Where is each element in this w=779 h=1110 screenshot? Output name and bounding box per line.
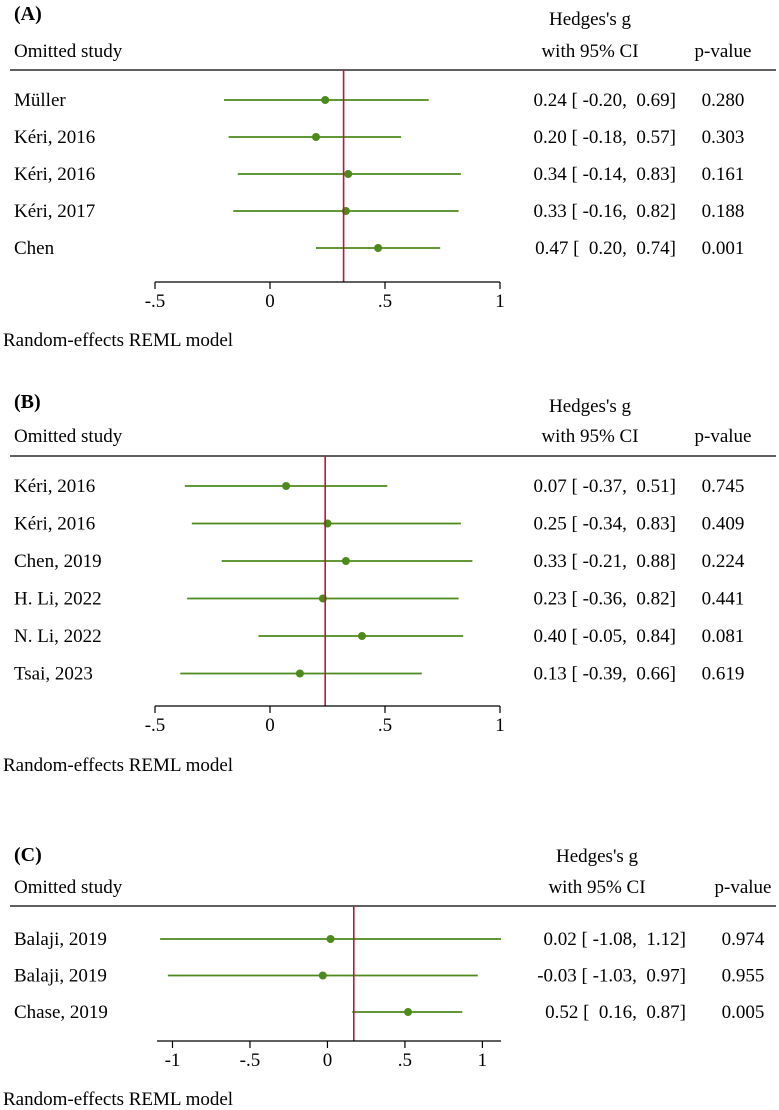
panel-c-row-1-pvalue: 0.955 [722,966,765,987]
panel-c-row-2-study: Chase, 2019 [14,1002,108,1023]
panel-b-row-0-study: Kéri, 2016 [14,476,95,497]
panel-c-row-2-ci-text: 0.52 [ 0.16, 0.87] [545,1002,686,1023]
panel-b-row-5-pvalue: 0.619 [702,664,745,685]
panel-b-row-3-pvalue: 0.441 [702,589,745,610]
panel-c-label: (C) [14,844,42,866]
panel-a-row-1-ci-text: 0.20 [ -0.18, 0.57] [534,127,676,148]
panel-a-row-4-ci-text: 0.47 [ 0.20, 0.74] [535,238,676,259]
panel-a-footer: Random-effects REML model [3,330,233,351]
panel-c-header-study: Omitted study [14,877,123,898]
panel-a-x-tick-label-0: -.5 [145,291,166,312]
panel-c-row-1-point [318,971,327,980]
panel-c-row-2-pvalue: 0.005 [722,1002,765,1023]
panel-a-row-1-pvalue: 0.303 [702,127,745,148]
panel-b-x-tick-label-1: 0 [265,715,275,736]
panel-a-x-tick-label-3: 1 [495,291,505,312]
panel-b-x-tick-label-2: .5 [378,715,392,736]
panel-b-row-2-study: Chen, 2019 [14,551,102,572]
panel-c-row-0-ci-text: 0.02 [ -1.08, 1.12] [544,929,686,950]
panel-c-x-tick-label-2: 0 [323,1050,333,1071]
panel-b-row-1-study: Kéri, 2016 [14,514,95,535]
panel-b-x-tick-label-3: 1 [495,715,505,736]
panel-a-row-4-point [374,244,383,252]
panel-a-x-tick-label-1: 0 [265,291,275,312]
panel-a-row-4-study: Chen [14,238,55,259]
panel-a-header-effect-line1: Hedges's g [549,9,632,30]
panel-c-footer: Random-effects REML model [3,1089,233,1110]
panel-c-header-effect-line2: with 95% CI [548,877,645,898]
panel-b-row-2-point [341,557,350,565]
panel-a-row-1-point [312,133,320,141]
panel-b-row-5-study: Tsai, 2023 [14,664,93,685]
panel-a-header-pvalue: p-value [695,41,752,62]
panel-b-header-effect-line2: with 95% CI [541,426,638,447]
panel-b-label: (B) [14,391,41,413]
panel-a-row-3-pvalue: 0.188 [702,201,745,222]
panel-b-header-effect-line1: Hedges's g [549,396,632,417]
panel-c-x-tick-label-4: 1 [478,1050,488,1071]
panel-b-row-4-pvalue: 0.081 [702,626,745,647]
panel-a-header-study: Omitted study [14,41,123,62]
panel-a-row-4-pvalue: 0.001 [702,238,745,259]
panel-a-row-0-pvalue: 0.280 [702,90,745,111]
panel-a-row-2-pvalue: 0.161 [702,164,745,185]
panel-b-header-pvalue: p-value [695,426,752,447]
panel-a-row-0-point [321,96,330,104]
panel-b-row-3-study: H. Li, 2022 [14,589,102,610]
panel-c-row-2-point [404,1008,413,1016]
panel-b-row-2-ci-text: 0.33 [ -0.21, 0.88] [534,551,676,572]
panel-b-row-5-ci-text: 0.13 [ -0.39, 0.66] [534,664,676,685]
panel-c-row-0-point [326,935,335,943]
panel-a-row-2-point [344,170,353,178]
panel-b-row-3-ci-text: 0.23 [ -0.36, 0.82] [534,589,676,610]
panel-c-x-tick-label-1: -.5 [240,1050,261,1071]
panel-c-row-0-pvalue: 0.974 [722,929,765,950]
panel-a-row-0-ci-text: 0.24 [ -0.20, 0.69] [534,90,676,111]
panel-c-row-0-study: Balaji, 2019 [14,929,107,950]
panel-c-row-1-ci-text: -0.03 [ -1.03, 0.97] [537,966,686,987]
panel-b-row-4-study: N. Li, 2022 [14,626,102,647]
panel-b-row-1-ci-text: 0.25 [ -0.34, 0.83] [534,514,676,535]
panel-b-x-tick-label-0: -.5 [145,715,166,736]
panel-a-row-2-ci-text: 0.34 [ -0.14, 0.83] [534,164,676,185]
panel-b-row-0-ci-text: 0.07 [ -0.37, 0.51] [534,476,676,497]
panel-a-x-tick-label-2: .5 [378,291,392,312]
panel-c-x-tick-label-0: -1 [165,1050,181,1071]
panel-a-row-0-study: Müller [14,90,66,111]
panel-a-header-effect-line2: with 95% CI [541,41,638,62]
panel-c-header-pvalue: p-value [715,877,772,898]
panel-c-header-effect-line1: Hedges's g [556,846,639,867]
panel-b-row-2-pvalue: 0.224 [702,551,745,572]
panel-b-row-5-point [295,669,304,678]
panel-b-footer: Random-effects REML model [3,755,233,776]
panel-b-row-4-point [358,632,366,640]
panel-b-row-0-pvalue: 0.745 [702,476,745,497]
panel-b-header-study: Omitted study [14,426,123,447]
panel-c-x-tick-label-3: .5 [398,1050,412,1071]
panel-a-label: (A) [14,3,42,25]
panel-c-row-1-study: Balaji, 2019 [14,966,107,987]
panel-b-row-1-pvalue: 0.409 [702,514,745,535]
panel-a-row-2-study: Kéri, 2016 [14,164,95,185]
panel-a-row-3-study: Kéri, 2017 [14,201,95,222]
panel-a-row-1-study: Kéri, 2016 [14,127,95,148]
panel-b-row-0-point [282,482,291,490]
panel-b-row-4-ci-text: 0.40 [ -0.05, 0.84] [534,626,676,647]
panel-a-row-3-ci-text: 0.33 [ -0.16, 0.82] [534,201,676,222]
